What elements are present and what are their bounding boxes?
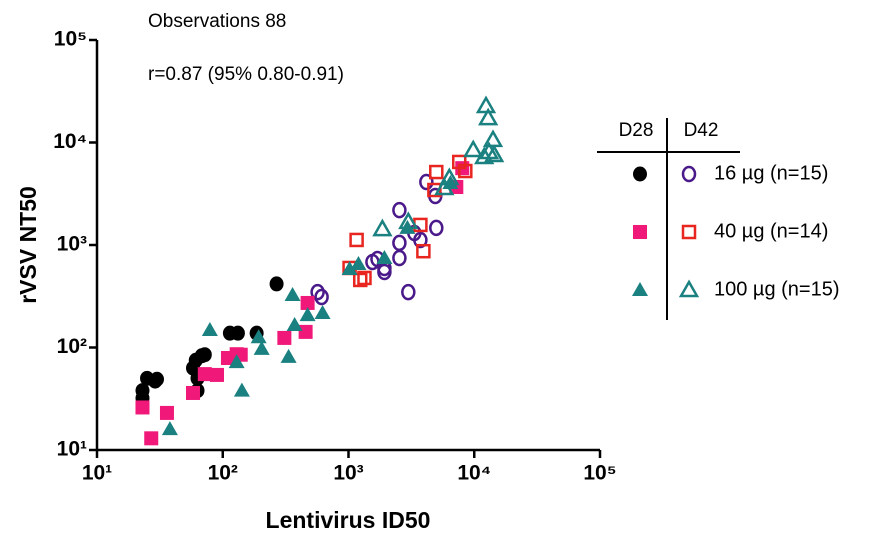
data-point	[427, 182, 442, 198]
data-point	[299, 307, 316, 322]
legend-marker	[633, 166, 647, 182]
y-tick-label: 10²	[57, 335, 87, 358]
data-point	[233, 382, 250, 397]
data-point	[429, 219, 444, 237]
data-point	[277, 330, 292, 345]
data-point	[149, 371, 164, 387]
chart-subtitle: r=0.87 (95% 0.80-0.91)	[148, 64, 344, 85]
x-tick-label: 10¹	[82, 462, 112, 485]
y-tick-label: 10⁵	[54, 28, 87, 51]
data-point	[458, 163, 473, 179]
data-point	[416, 243, 431, 259]
data-point	[269, 276, 284, 292]
data-point	[377, 263, 392, 281]
data-point	[284, 287, 301, 302]
data-point	[135, 383, 150, 399]
data-point	[300, 295, 315, 310]
y-axis-label: rVSV NT50	[15, 186, 41, 304]
data-point	[429, 164, 444, 180]
data-point	[228, 354, 245, 369]
data-point	[376, 249, 393, 264]
x-tick-label: 10²	[208, 462, 238, 485]
data-point	[230, 325, 245, 341]
data-point	[357, 270, 372, 286]
chart-title: Observations 88	[148, 11, 286, 32]
legend-header: D42	[684, 120, 719, 141]
data-point	[298, 324, 313, 339]
data-point	[135, 400, 150, 415]
data-point	[186, 385, 201, 400]
data-point	[372, 218, 393, 237]
data-point	[482, 129, 504, 148]
data-point	[434, 177, 455, 196]
y-tick-label: 10³	[57, 233, 87, 256]
y-tick-label: 10¹	[57, 438, 87, 461]
data-point	[250, 329, 267, 344]
data-point	[280, 348, 297, 363]
data-point	[392, 249, 407, 267]
legend-label: 100 µg (n=15)	[714, 278, 840, 300]
data-point	[159, 405, 174, 420]
data-point	[310, 283, 325, 301]
data-point	[478, 107, 499, 126]
data-point	[392, 201, 407, 219]
legend-label: 16 µg (n=15)	[714, 162, 828, 184]
data-point	[352, 272, 368, 288]
data-point	[350, 255, 367, 270]
legend-marker	[681, 165, 697, 183]
legend-marker	[633, 225, 647, 239]
data-point	[413, 231, 428, 249]
data-point	[197, 347, 212, 363]
data-point	[463, 139, 484, 158]
data-point	[401, 283, 416, 301]
data-point	[209, 367, 224, 382]
data-point	[398, 211, 419, 230]
data-point	[392, 234, 407, 252]
legend-marker	[681, 224, 697, 240]
legend-marker	[678, 279, 700, 298]
data-point	[341, 261, 358, 276]
data-point	[439, 167, 460, 186]
data-point	[253, 340, 270, 355]
legend-label: 40 µg (n=14)	[714, 220, 828, 242]
y-tick-label: 10⁴	[53, 130, 87, 153]
data-point	[349, 232, 364, 248]
x-tick-label: 10⁵	[583, 462, 616, 485]
legend-marker	[632, 282, 648, 296]
data-point	[419, 173, 434, 191]
data-point	[475, 95, 497, 114]
x-axis-label: Lentivirus ID50	[266, 507, 431, 533]
data-point	[161, 421, 178, 436]
x-tick-label: 10⁴	[457, 462, 491, 485]
data-point	[286, 316, 303, 331]
data-point	[314, 288, 329, 306]
x-tick-label: 10³	[333, 462, 363, 485]
legend-header: D28	[619, 120, 654, 141]
data-point	[144, 431, 159, 446]
data-point	[197, 367, 212, 382]
data-point	[314, 305, 331, 320]
data-point	[201, 322, 218, 337]
data-point	[484, 144, 505, 163]
